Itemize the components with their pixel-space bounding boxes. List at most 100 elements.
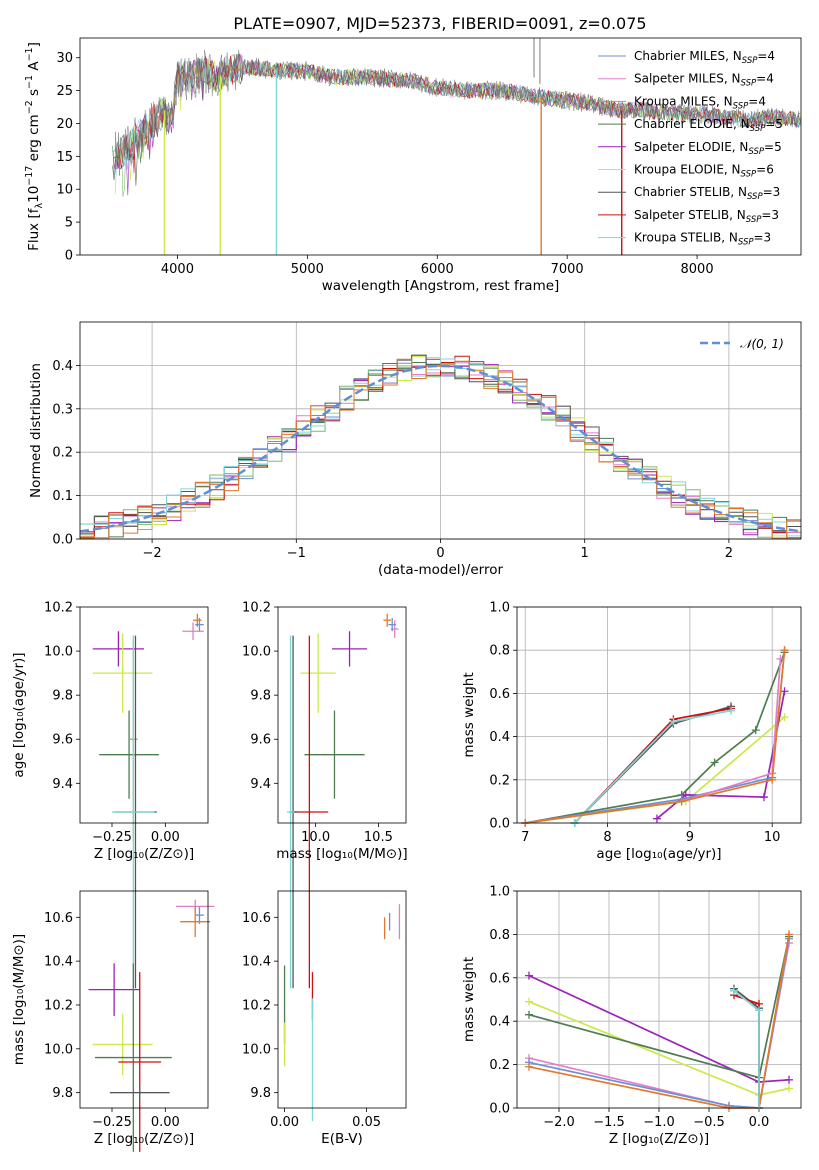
x-tick-label: 0.0	[749, 1115, 770, 1130]
legend-label-main: Kroupa MILES, N	[634, 94, 733, 108]
y-axis-label-part: −1	[24, 75, 35, 89]
y-axis-label-part: −2	[24, 100, 35, 114]
y-tick-label: 10.6	[44, 911, 73, 926]
legend-label-main: Kroupa ELODIE, N	[634, 163, 741, 177]
weight-marker-salpeter_elodie	[780, 687, 789, 696]
x-tick-label: 1	[581, 546, 589, 561]
y-tick-label: 10.0	[44, 1042, 73, 1057]
y-axis-label: mass [log₁₀(M/M⊙)]	[11, 934, 27, 1065]
legend-label-tail: =6	[756, 163, 774, 177]
axes-frame	[516, 606, 802, 824]
x-tick-label: −2	[143, 546, 162, 561]
weight-marker-chabrier_elodie	[751, 726, 760, 735]
x-tick-label: −0.5	[693, 1115, 725, 1130]
y-tick-label: 9.4	[250, 777, 271, 792]
x-tick-label: 0.00	[151, 830, 180, 845]
y-tick-label: 0.0	[489, 1102, 510, 1117]
y-tick-label: 0	[65, 249, 73, 264]
weight-marker-kroupa_elodie	[780, 713, 789, 722]
mass-vs-ebv-panel: 0.00 0.05 9.8 10.0 10.2 10.4 10.6 E(B-V)	[242, 890, 407, 1147]
y-axis-label-part: −1	[24, 47, 35, 61]
legend-label-tail: =3	[754, 231, 772, 245]
y-tick-label: 5	[65, 216, 73, 231]
y-axis-label-part: 10	[26, 186, 42, 203]
legend-label-kroupa_miles: Kroupa MILES, NSSP=4	[634, 94, 766, 111]
y-axis-label-part: A	[26, 61, 42, 75]
legend-label-main: Chabrier ELODIE, N	[634, 117, 750, 131]
x-tick-label: 10.0	[301, 830, 330, 845]
legend-label-chabrier_miles: Chabrier MILES, NSSP=4	[634, 49, 775, 66]
x-tick-label: −0.25	[92, 1115, 132, 1130]
weight-marker-salpeter_elodie	[652, 814, 661, 823]
x-tick-label: 10.5	[364, 830, 393, 845]
legend-label-main: Chabrier STELIB, N	[634, 185, 747, 199]
legend-label-sub: SSP	[741, 170, 757, 180]
legend-label-sub: SSP	[750, 124, 766, 134]
weight-line-kroupa_elodie	[525, 716, 786, 824]
y-axis-label-part: −17	[24, 166, 35, 186]
x-axis-label: E(B-V)	[321, 1131, 363, 1147]
legend-label-sub: SSP	[747, 192, 763, 202]
y-tick-label: 10.4	[242, 955, 271, 970]
x-tick-label: 8	[603, 830, 611, 845]
legend-label-sub: SSP	[733, 101, 749, 111]
y-tick-label: 0.0	[489, 817, 510, 832]
y-tick-label: 15	[56, 150, 73, 165]
y-tick-label: 0.2	[489, 1058, 510, 1073]
legend-label-salpeter_miles: Salpeter MILES, NSSP=4	[634, 72, 774, 89]
legend-label-chabrier_stelib: Chabrier STELIB, NSSP=3	[634, 185, 780, 202]
weight-marker-kroupa_stelib	[730, 986, 738, 995]
x-axis-label: (data-model)/error	[378, 562, 504, 578]
y-axis-label: Flux [fλ10−17 erg cm−2 s−1 A−1]	[24, 42, 45, 251]
legend-label-main: Salpeter ELODIE, N	[634, 140, 748, 154]
weight-marker-salpeter_elodie	[525, 971, 533, 980]
y-tick-label: 9.8	[250, 1086, 271, 1101]
legend-label-tail: =4	[757, 49, 775, 63]
axes-frame	[277, 890, 407, 1109]
legend-label-kroupa_stelib: Kroupa STELIB, NSSP=3	[634, 231, 771, 248]
y-axis-label: Normed distribution	[28, 363, 44, 498]
y-tick-label: 0.4	[489, 1015, 510, 1030]
x-axis-label: Z [log₁₀(Z/Z⊙)]	[94, 846, 194, 862]
x-tick-label: 7	[521, 830, 529, 845]
y-tick-label: 9.8	[52, 689, 73, 704]
figure-title: PLATE=0907, MJD=52373, FIBERID=0091, z=0…	[233, 14, 646, 33]
y-tick-label: 9.6	[250, 733, 271, 748]
weight-marker-chabrier_elodie	[710, 758, 719, 767]
legend-label-sub: SSP	[748, 147, 764, 157]
y-tick-label: 25	[56, 84, 73, 99]
y-tick-label: 30	[56, 51, 73, 66]
legend-label-main: Salpeter STELIB, N	[634, 208, 746, 222]
axes-frame	[516, 890, 802, 1109]
x-tick-label: 5000	[291, 262, 324, 277]
y-tick-label: 9.8	[250, 689, 271, 704]
legend-label-sub: SSP	[741, 79, 757, 89]
y-axis-label: age [log₁₀(age/yr)]	[11, 652, 27, 777]
y-tick-label: 0.6	[489, 687, 510, 702]
legend-label-main: Salpeter MILES, N	[634, 72, 741, 86]
legend-label-salpeter_elodie: Salpeter ELODIE, NSSP=5	[634, 140, 782, 157]
legend-label-main: Kroupa STELIB, N	[634, 231, 738, 245]
legend-label-tail: =4	[756, 72, 774, 86]
legend-label-tail: =5	[765, 117, 783, 131]
weight-marker-kroupa_stelib	[727, 706, 736, 715]
axes-frame	[79, 606, 209, 824]
weight-marker-orange	[525, 1062, 533, 1071]
x-tick-label: 7000	[551, 262, 584, 277]
legend-label-tail: =5	[764, 140, 782, 154]
y-tick-label: 0.8	[489, 928, 510, 943]
y-axis-label-part: s	[26, 89, 42, 100]
y-tick-label: 0.6	[489, 971, 510, 986]
y-tick-label: 0.4	[52, 359, 73, 374]
y-axis-label-part: Flux [f	[26, 207, 42, 251]
y-tick-label: 0.0	[52, 533, 73, 548]
y-tick-label: 0.2	[489, 773, 510, 788]
y-tick-label: 0.1	[52, 489, 73, 504]
x-tick-label: −1.0	[643, 1115, 675, 1130]
axes-frame	[79, 37, 802, 256]
y-tick-label: 0.3	[52, 402, 73, 417]
x-tick-label: 10	[764, 830, 781, 845]
x-tick-label: 6000	[421, 262, 454, 277]
y-tick-label: 10.4	[44, 955, 73, 970]
